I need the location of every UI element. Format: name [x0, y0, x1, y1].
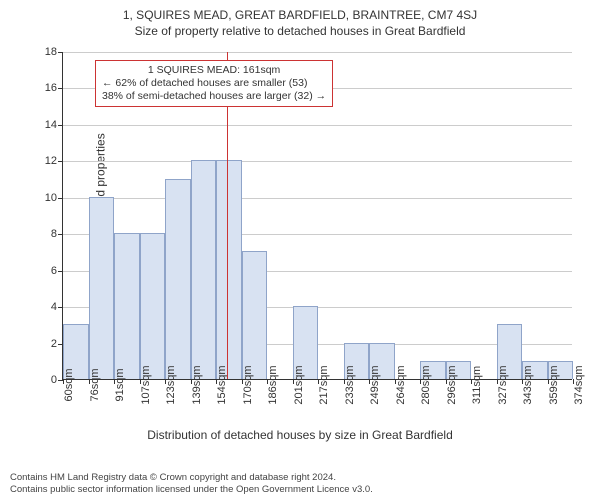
x-axis-label: Distribution of detached houses by size … [0, 428, 600, 442]
plot-area: 02468101214161860sqm76sqm91sqm107sqm123s… [62, 52, 572, 380]
annotation-line: ← 62% of detached houses are smaller (53… [102, 77, 326, 90]
ytick-label: 18 [45, 46, 57, 58]
ytick-mark [58, 307, 63, 308]
xtick-label: 264sqm [395, 365, 407, 404]
ytick-mark [58, 234, 63, 235]
histogram-bar [191, 160, 217, 379]
xtick-label: 107sqm [140, 365, 152, 404]
xtick-label: 280sqm [420, 365, 432, 404]
xtick-label: 91sqm [114, 368, 126, 401]
ytick-mark [58, 125, 63, 126]
gridline [63, 161, 572, 162]
ytick-label: 12 [45, 155, 57, 167]
annotation-box: 1 SQUIRES MEAD: 161sqm← 62% of detached … [95, 60, 333, 107]
histogram-bar [165, 179, 191, 379]
ytick-label: 2 [51, 338, 57, 350]
xtick-label: 296sqm [446, 365, 458, 404]
gridline [63, 198, 572, 199]
xtick-label: 327sqm [497, 365, 509, 404]
xtick-label: 60sqm [63, 368, 75, 401]
footer-line-2: Contains public sector information licen… [10, 484, 373, 496]
xtick-label: 359sqm [548, 365, 560, 404]
xtick-label: 233sqm [344, 365, 356, 404]
xtick-label: 201sqm [293, 365, 305, 404]
xtick-label: 217sqm [318, 365, 330, 404]
xtick-label: 186sqm [267, 365, 279, 404]
xtick-label: 374sqm [573, 365, 585, 404]
footer-attribution: Contains HM Land Registry data © Crown c… [10, 472, 373, 496]
ytick-mark [58, 271, 63, 272]
ytick-mark [58, 198, 63, 199]
histogram-bar [242, 251, 268, 379]
chart-title-main: 1, SQUIRES MEAD, GREAT BARDFIELD, BRAINT… [0, 8, 600, 24]
ytick-mark [58, 88, 63, 89]
xtick-label: 249sqm [369, 365, 381, 404]
xtick-label: 76sqm [89, 368, 101, 401]
ytick-label: 8 [51, 228, 57, 240]
ytick-label: 16 [45, 82, 57, 94]
xtick-label: 123sqm [165, 365, 177, 404]
xtick-label: 343sqm [522, 365, 534, 404]
ytick-label: 0 [51, 374, 57, 386]
ytick-mark [58, 161, 63, 162]
gridline [63, 52, 572, 53]
ytick-label: 4 [51, 301, 57, 313]
chart-container: 1, SQUIRES MEAD, GREAT BARDFIELD, BRAINT… [0, 8, 600, 468]
chart-title-sub: Size of property relative to detached ho… [0, 24, 600, 40]
histogram-bar [140, 233, 166, 379]
histogram-bar [114, 233, 140, 379]
xtick-label: 170sqm [242, 365, 254, 404]
annotation-line: 38% of semi-detached houses are larger (… [102, 90, 326, 103]
ytick-label: 10 [45, 192, 57, 204]
histogram-bar [89, 197, 115, 379]
xtick-label: 139sqm [191, 365, 203, 404]
annotation-line: 1 SQUIRES MEAD: 161sqm [102, 64, 326, 77]
ytick-label: 6 [51, 265, 57, 277]
gridline [63, 125, 572, 126]
ytick-label: 14 [45, 119, 57, 131]
footer-line-1: Contains HM Land Registry data © Crown c… [10, 472, 373, 484]
xtick-label: 311sqm [471, 366, 483, 404]
histogram-bar [216, 160, 242, 379]
ytick-mark [58, 52, 63, 53]
